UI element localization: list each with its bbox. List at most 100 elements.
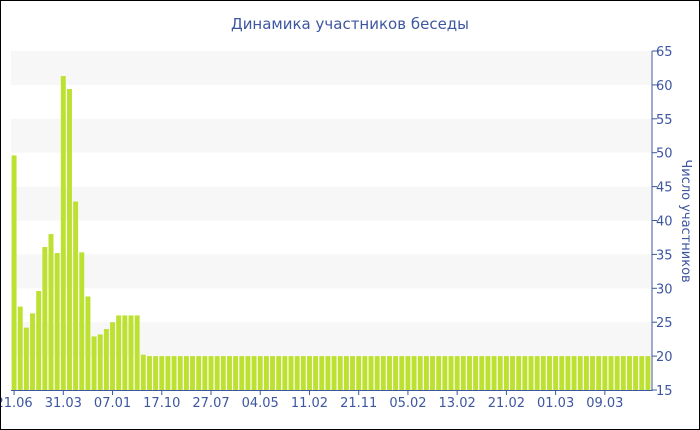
y-tick-label: 15 — [656, 384, 673, 399]
bar — [122, 315, 128, 390]
bar — [466, 356, 472, 390]
bar — [460, 356, 466, 390]
bar — [516, 356, 522, 390]
bar — [491, 356, 497, 390]
bar — [48, 234, 54, 390]
x-tick-label: 11.02 — [291, 396, 328, 411]
chart-title: Динамика участников беседы — [231, 15, 469, 33]
x-tick-label: 07.01 — [94, 396, 131, 411]
bar — [479, 356, 485, 390]
bar — [66, 88, 72, 390]
bar — [442, 356, 448, 390]
bar — [146, 356, 152, 390]
bar — [300, 356, 306, 390]
x-tick-label: 04.05 — [242, 396, 279, 411]
bar — [134, 315, 140, 390]
bar — [571, 356, 577, 390]
bar — [171, 356, 177, 390]
bar — [633, 356, 639, 390]
bar — [528, 356, 534, 390]
grid-band — [11, 254, 651, 289]
bar — [165, 356, 171, 390]
bar — [239, 356, 245, 390]
bar — [485, 356, 491, 390]
bar — [294, 356, 300, 390]
bar — [190, 356, 196, 390]
bar — [319, 356, 325, 390]
bar — [454, 356, 460, 390]
bar — [350, 356, 356, 390]
bar — [546, 356, 552, 390]
bar — [386, 356, 392, 390]
bar — [430, 356, 436, 390]
bar — [362, 356, 368, 390]
bar — [645, 356, 651, 390]
y-tick-label: 50 — [656, 147, 673, 162]
bar — [343, 356, 349, 390]
bar — [436, 356, 442, 390]
y-tick-label: 30 — [656, 282, 673, 297]
bar — [368, 356, 374, 390]
bar — [559, 356, 565, 390]
bar — [177, 356, 183, 390]
bar — [17, 306, 23, 390]
bar — [128, 315, 134, 390]
bar — [602, 356, 608, 390]
bar — [245, 356, 251, 390]
bar — [577, 356, 583, 390]
bar — [553, 356, 559, 390]
y-tick-label: 65 — [656, 45, 673, 60]
x-tick-label: 09.03 — [586, 396, 623, 411]
x-tick-label: 01.03 — [537, 396, 574, 411]
bar — [583, 356, 589, 390]
x-tick-label: 27.07 — [192, 396, 229, 411]
y-axis-label: Число участников — [678, 159, 693, 282]
bar — [473, 356, 479, 390]
bar — [331, 356, 337, 390]
bar — [60, 76, 66, 390]
x-tick-label: 21.02 — [488, 396, 525, 411]
bar — [399, 356, 405, 390]
bar — [356, 356, 362, 390]
y-tick-label: 60 — [656, 79, 673, 94]
bar — [417, 356, 423, 390]
bar — [85, 296, 91, 390]
bar — [257, 356, 263, 390]
bar — [540, 356, 546, 390]
bar — [534, 356, 540, 390]
bar — [159, 356, 165, 390]
bar — [405, 356, 411, 390]
bar — [116, 315, 122, 390]
grid-band — [11, 186, 651, 221]
bar — [208, 356, 214, 390]
x-tick-label: 05.02 — [389, 396, 426, 411]
y-tick-label: 35 — [656, 248, 673, 263]
bar — [263, 356, 269, 390]
bar — [233, 356, 239, 390]
bar — [36, 291, 42, 390]
bar — [214, 356, 220, 390]
y-tick-label: 25 — [656, 316, 673, 331]
grid-band — [11, 51, 651, 85]
bar — [54, 253, 60, 390]
grid-band — [11, 118, 651, 153]
x-tick-label: 17.10 — [143, 396, 180, 411]
y-tick-label: 40 — [656, 215, 673, 230]
bar — [448, 356, 454, 390]
bar — [103, 328, 109, 390]
bar — [503, 356, 509, 390]
bar — [251, 356, 257, 390]
bar — [522, 356, 528, 390]
bar — [596, 356, 602, 390]
bar — [288, 356, 294, 390]
bar — [183, 356, 189, 390]
bar — [97, 334, 103, 390]
bar — [153, 356, 159, 390]
bar — [306, 356, 312, 390]
x-tick-label: 31.03 — [45, 396, 82, 411]
bar — [220, 356, 226, 390]
bar — [510, 356, 516, 390]
bar — [313, 356, 319, 390]
y-tick-label: 55 — [656, 113, 673, 128]
